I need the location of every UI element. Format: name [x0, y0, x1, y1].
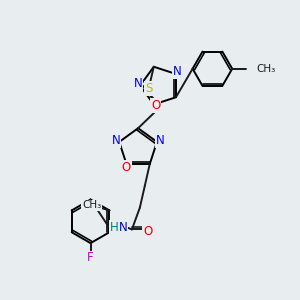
Text: O: O: [122, 160, 131, 173]
Text: H: H: [110, 221, 118, 234]
Text: N: N: [156, 134, 164, 147]
Text: CH₃: CH₃: [82, 200, 101, 211]
Text: S: S: [145, 82, 152, 95]
Text: N: N: [172, 65, 181, 79]
Text: CH₃: CH₃: [256, 64, 275, 74]
Text: N: N: [118, 221, 127, 234]
Text: O: O: [151, 99, 160, 112]
Text: N: N: [134, 77, 142, 90]
Text: O: O: [143, 225, 152, 238]
Text: F: F: [87, 251, 94, 265]
Text: N: N: [112, 134, 121, 147]
